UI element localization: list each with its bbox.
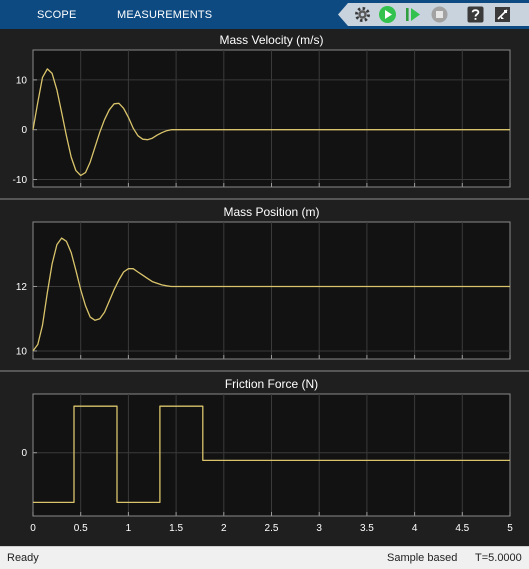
y-tick-label: -10 [13, 175, 28, 186]
x-tick-label: 4 [412, 523, 418, 534]
y-tick-label: 10 [16, 346, 28, 357]
x-tick-label: 1.5 [169, 523, 183, 534]
x-tick-label: 2.5 [265, 523, 279, 534]
expand-icon[interactable] [492, 4, 513, 25]
axes-1-title: Mass Velocity (m/s) [219, 33, 323, 47]
x-tick-label: 4.5 [455, 523, 469, 534]
run-icon[interactable] [377, 4, 398, 25]
y-tick-label: 12 [16, 282, 28, 293]
y-tick-label: 0 [21, 448, 27, 459]
x-tick-label: 3 [316, 523, 322, 534]
x-tick-label: 5 [507, 523, 513, 534]
x-tick-label: 3.5 [360, 523, 374, 534]
quick-access-toolbar [338, 3, 529, 26]
settings-gear-icon[interactable] [352, 4, 373, 25]
status-text: Ready [7, 552, 39, 564]
axes-2-title: Mass Position (m) [223, 205, 319, 219]
x-tick-label: 1 [126, 523, 132, 534]
help-icon[interactable] [465, 4, 486, 25]
x-tick-label: 0 [30, 523, 36, 534]
status-time: T=5.0000 [475, 552, 522, 564]
x-tick-label: 0.5 [74, 523, 88, 534]
x-tick-label: 2 [221, 523, 227, 534]
axes-2-series-line [32, 237, 510, 352]
status-mode: Sample based [387, 552, 458, 564]
scope-plot-area: Mass Velocity (m/s) 10 0 -10 Mass Position (… [0, 29, 529, 546]
axes-1-series-line [32, 68, 510, 177]
y-tick-label: 10 [16, 75, 28, 86]
axes-3-title: Friction Force (N) [225, 377, 318, 391]
toolstrip: SCOPE MEASUREMENTS [0, 0, 529, 29]
tab-measurements[interactable]: MEASUREMENTS [117, 9, 213, 21]
stop-icon[interactable] [429, 4, 450, 25]
step-forward-icon[interactable] [402, 4, 423, 25]
status-bar: Ready Sample based T=5.0000 [0, 546, 529, 569]
y-tick-label: 0 [21, 125, 27, 136]
tab-scope[interactable]: SCOPE [37, 9, 77, 21]
axes-3-series-line [33, 405, 510, 504]
